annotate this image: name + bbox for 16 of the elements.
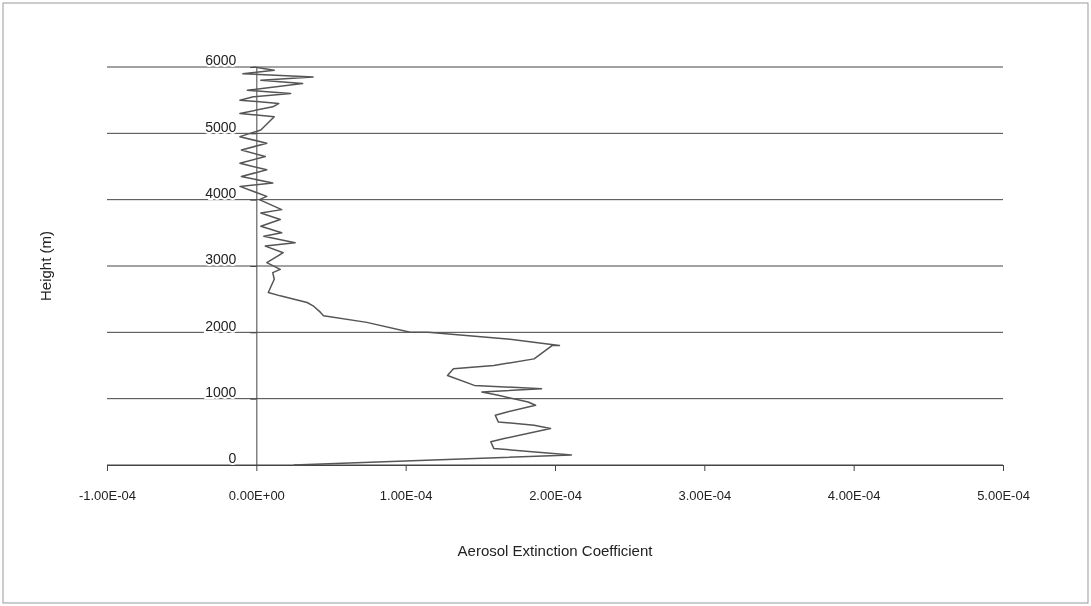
x-tick-label: 3.00E-04 [678,488,732,504]
x-tick-label: 5.00E-04 [977,488,1030,504]
y-tick-label: 3000 [205,251,237,268]
x-axis-title: Aerosol Extinction Coefficient [457,542,654,559]
x-tick-label: 0.00E+00 [228,488,285,504]
y-tick-label: 1000 [205,384,237,401]
x-tick-label: 1.00E-04 [379,488,433,504]
y-tick-label: 5000 [205,118,237,135]
x-tick-label: -1.00E-04 [78,488,137,504]
y-tick-label: 4000 [205,185,237,202]
y-axis-title: Height (m) [37,230,54,302]
y-tick-label: 0 [228,450,237,467]
y-tick-label: 2000 [205,317,237,334]
x-tick-label: 4.00E-04 [827,488,881,504]
y-tick-label: 6000 [205,52,237,69]
x-tick-label: 2.00E-04 [529,488,582,504]
